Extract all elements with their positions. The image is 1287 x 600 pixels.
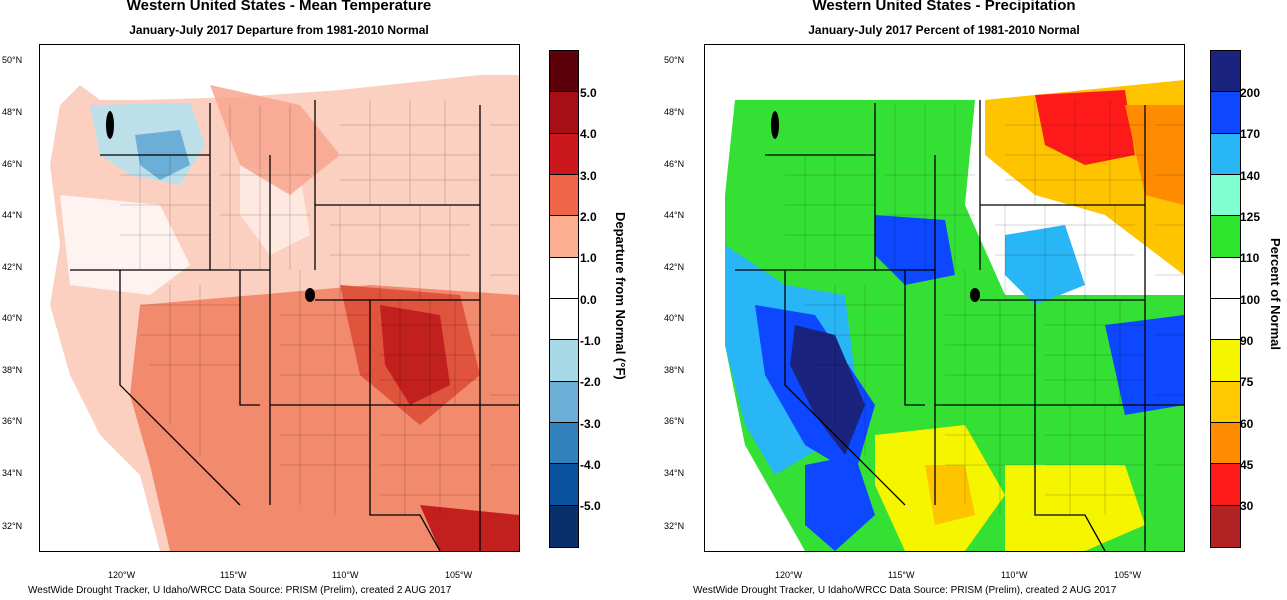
- colorbar-swatch: [550, 422, 578, 465]
- lon-tick: 110°W: [332, 570, 359, 580]
- colorbar-swatch: [1211, 505, 1240, 547]
- lat-tick: 42°N: [2, 262, 23, 272]
- lat-tick: 48°N: [2, 107, 23, 117]
- colorbar-swatch: [1211, 257, 1240, 299]
- colorbar-label: 100: [1240, 293, 1261, 307]
- precipitation-map-subtitle: January-July 2017 Percent of 1981-2010 N…: [808, 23, 1080, 37]
- colorbar-swatch: [550, 174, 578, 217]
- lon-tick: 110°W: [1001, 570, 1028, 580]
- colorbar-swatch: [1211, 216, 1240, 258]
- lat-tick: 46°N: [2, 159, 23, 169]
- lon-tick: 115°W: [220, 570, 247, 580]
- colorbar-label: 1.0: [580, 251, 597, 265]
- colorbar-swatch: [550, 216, 578, 258]
- colorbar-label: -2.0: [580, 375, 601, 389]
- lat-tick: 40°N: [2, 313, 23, 323]
- colorbar-label: 3.0: [580, 169, 597, 183]
- lat-tick: 44°N: [2, 210, 23, 220]
- colorbar-label: -3.0: [580, 417, 601, 431]
- temperature-map-subtitle: January-July 2017 Departure from 1981-20…: [129, 23, 429, 37]
- colorbar-label: 5.0: [580, 86, 597, 100]
- colorbar-title: Departure from Normal (°F): [613, 212, 628, 380]
- colorbar-swatch: [1211, 381, 1240, 423]
- colorbar-swatch: [550, 464, 578, 506]
- colorbar-swatch: [550, 257, 578, 299]
- colorbar-label: 45: [1240, 458, 1254, 472]
- map-credit: WestWide Drought Tracker, U Idaho/WRCC D…: [693, 585, 1117, 596]
- lon-tick: 120°W: [775, 570, 803, 580]
- lon-tick: 115°W: [888, 570, 915, 580]
- colorbar-label: -4.0: [580, 458, 601, 472]
- temperature-colorbar: [549, 50, 579, 548]
- lat-tick: 48°N: [664, 107, 685, 117]
- precipitation-colorbar: [1210, 50, 1241, 548]
- lon-tick: 105°W: [445, 570, 473, 580]
- colorbar-swatch: [1211, 464, 1240, 506]
- colorbar-swatch: [1211, 340, 1240, 382]
- lat-tick: 34°N: [664, 468, 685, 478]
- lat-tick: 42°N: [664, 262, 685, 272]
- lat-tick: 50°N: [2, 55, 23, 65]
- colorbar-swatch: [550, 381, 578, 423]
- colorbar-label: 170: [1240, 127, 1261, 141]
- lon-tick: 120°W: [108, 570, 136, 580]
- colorbar-swatch: [550, 51, 578, 93]
- colorbar-label: 140: [1240, 169, 1261, 183]
- lat-tick: 50°N: [664, 55, 685, 65]
- lat-tick: 34°N: [2, 468, 23, 478]
- colorbar-label: 30: [1240, 499, 1254, 513]
- colorbar-label: 4.0: [580, 127, 597, 141]
- lat-tick: 44°N: [664, 210, 685, 220]
- precipitation-map: [704, 44, 1185, 552]
- colorbar-swatch: [1211, 422, 1240, 465]
- colorbar-swatch: [1211, 133, 1240, 175]
- lat-tick: 40°N: [664, 313, 685, 323]
- colorbar-label: 90: [1240, 334, 1254, 348]
- precipitation-panel: Western United States - Precipitation Ja…: [643, 0, 1287, 600]
- colorbar-label: 60: [1240, 417, 1254, 431]
- colorbar-swatch: [1211, 51, 1240, 93]
- temperature-map: [39, 44, 520, 552]
- lat-tick: 32°N: [664, 521, 685, 531]
- lat-tick: 38°N: [2, 365, 23, 375]
- colorbar-swatch: [1211, 298, 1240, 341]
- colorbar-label: -5.0: [580, 499, 601, 513]
- temperature-panel: Western United States - Mean Temperature…: [0, 0, 643, 600]
- colorbar-label: 110: [1240, 251, 1260, 265]
- colorbar-swatch: [550, 340, 578, 382]
- temperature-map-title: Western United States - Mean Temperature: [126, 0, 432, 14]
- lat-tick: 32°N: [2, 521, 23, 531]
- colorbar-label: 200: [1240, 86, 1261, 100]
- colorbar-swatch: [550, 298, 578, 341]
- colorbar-swatch: [1211, 174, 1240, 217]
- colorbar-label: 2.0: [580, 210, 597, 224]
- lon-tick: 105°W: [1114, 570, 1142, 580]
- colorbar-label: -1.0: [580, 334, 601, 348]
- map-credit: WestWide Drought Tracker, U Idaho/WRCC D…: [28, 585, 452, 596]
- lat-tick: 38°N: [664, 365, 685, 375]
- colorbar-swatch: [550, 133, 578, 175]
- colorbar-swatch: [550, 92, 578, 134]
- lat-tick: 46°N: [664, 159, 685, 169]
- colorbar-label: 75: [1240, 375, 1254, 389]
- lat-tick: 36°N: [664, 416, 685, 426]
- colorbar-title: Percent of Normal: [1268, 238, 1283, 350]
- precipitation-map-title: Western United States - Precipitation: [812, 0, 1076, 14]
- colorbar-label: 125: [1240, 210, 1261, 224]
- colorbar-swatch: [550, 505, 578, 547]
- colorbar-label: 0.0: [580, 293, 597, 307]
- colorbar-swatch: [1211, 92, 1240, 134]
- lat-tick: 36°N: [2, 416, 23, 426]
